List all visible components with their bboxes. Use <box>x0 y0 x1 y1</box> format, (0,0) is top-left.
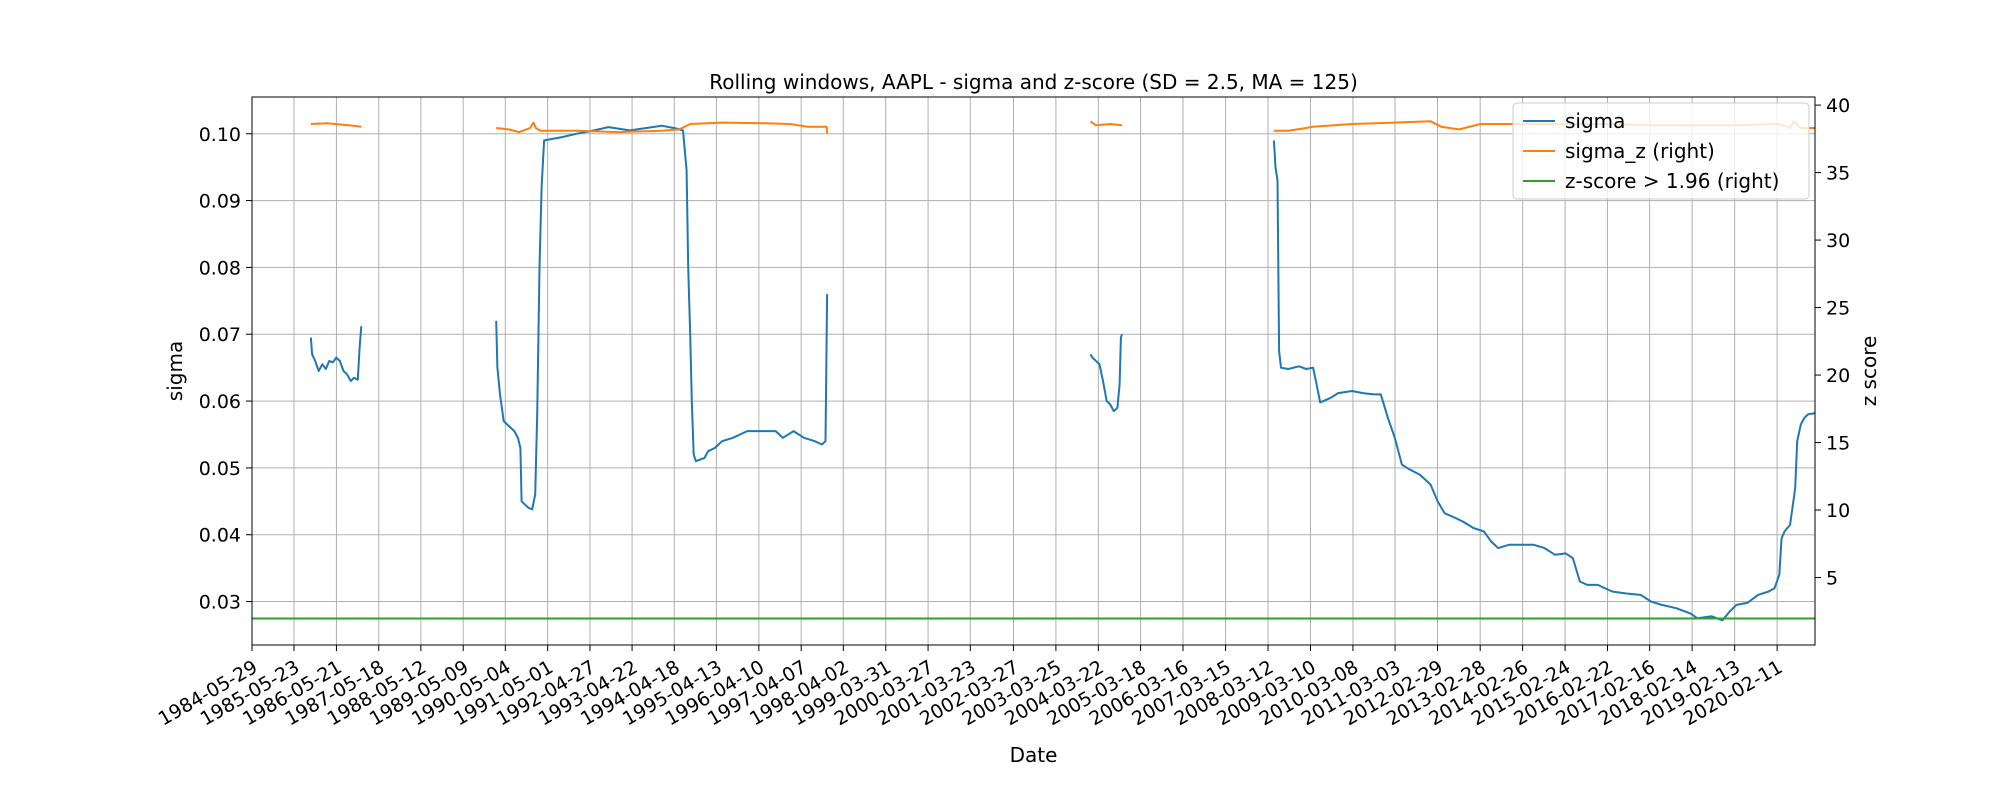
y-tick-label: 0.10 <box>199 124 241 146</box>
y-tick-label: 0.09 <box>199 191 241 213</box>
y-right-tick-label: 10 <box>1826 500 1850 522</box>
legend-entry: sigma_z (right) <box>1565 139 1715 163</box>
y-axis-label: sigma <box>163 341 187 401</box>
y-right-tick-label: 30 <box>1826 230 1850 252</box>
legend-box <box>1512 102 1810 200</box>
y-right-tick-label: 5 <box>1826 568 1838 590</box>
y-right-tick-label: 25 <box>1826 298 1850 320</box>
y-right-tick-label: 40 <box>1826 95 1850 117</box>
y-tick-label: 0.08 <box>199 257 241 279</box>
chart-title: Rolling windows, AAPL - sigma and z-scor… <box>709 70 1358 94</box>
series-line <box>1089 120 1123 127</box>
legend: sigma sigma_z (right) z-score > 1.96 (righ… <box>1512 102 1810 200</box>
series-line <box>309 326 363 382</box>
y-axis-left: 0.03 0.04 0.05 0.06 0.07 0.08 0.09 0.10 <box>199 124 252 614</box>
x-axis: 1984-05-291985-05-231986-05-211987-05-18… <box>155 645 1786 730</box>
series-line <box>1089 333 1123 413</box>
y-tick-label: 0.07 <box>199 324 241 346</box>
grid <box>251 97 1815 645</box>
series-line <box>310 122 362 128</box>
y-tick-label: 0.05 <box>199 458 241 480</box>
series-sigma <box>309 124 1816 622</box>
y-axis-right: 5 10 15 20 25 30 35 40 <box>1815 95 1850 590</box>
y-tick-label: 0.06 <box>199 391 241 413</box>
y-right-tick-label: 20 <box>1826 365 1850 387</box>
legend-entry: z-score > 1.96 (right) <box>1565 169 1779 193</box>
series-line <box>495 124 829 511</box>
y-tick-label: 0.03 <box>199 592 241 614</box>
y-tick-label: 0.04 <box>199 525 241 547</box>
y-right-tick-label: 15 <box>1826 433 1850 455</box>
series-line <box>1272 140 1816 622</box>
x-axis-label: Date <box>1010 743 1058 767</box>
y-axis-label-right: z score <box>1857 336 1881 407</box>
legend-entry: sigma <box>1565 109 1625 133</box>
series-line <box>496 121 829 134</box>
y-right-tick-label: 35 <box>1826 163 1850 185</box>
plot-frame <box>251 96 1816 646</box>
